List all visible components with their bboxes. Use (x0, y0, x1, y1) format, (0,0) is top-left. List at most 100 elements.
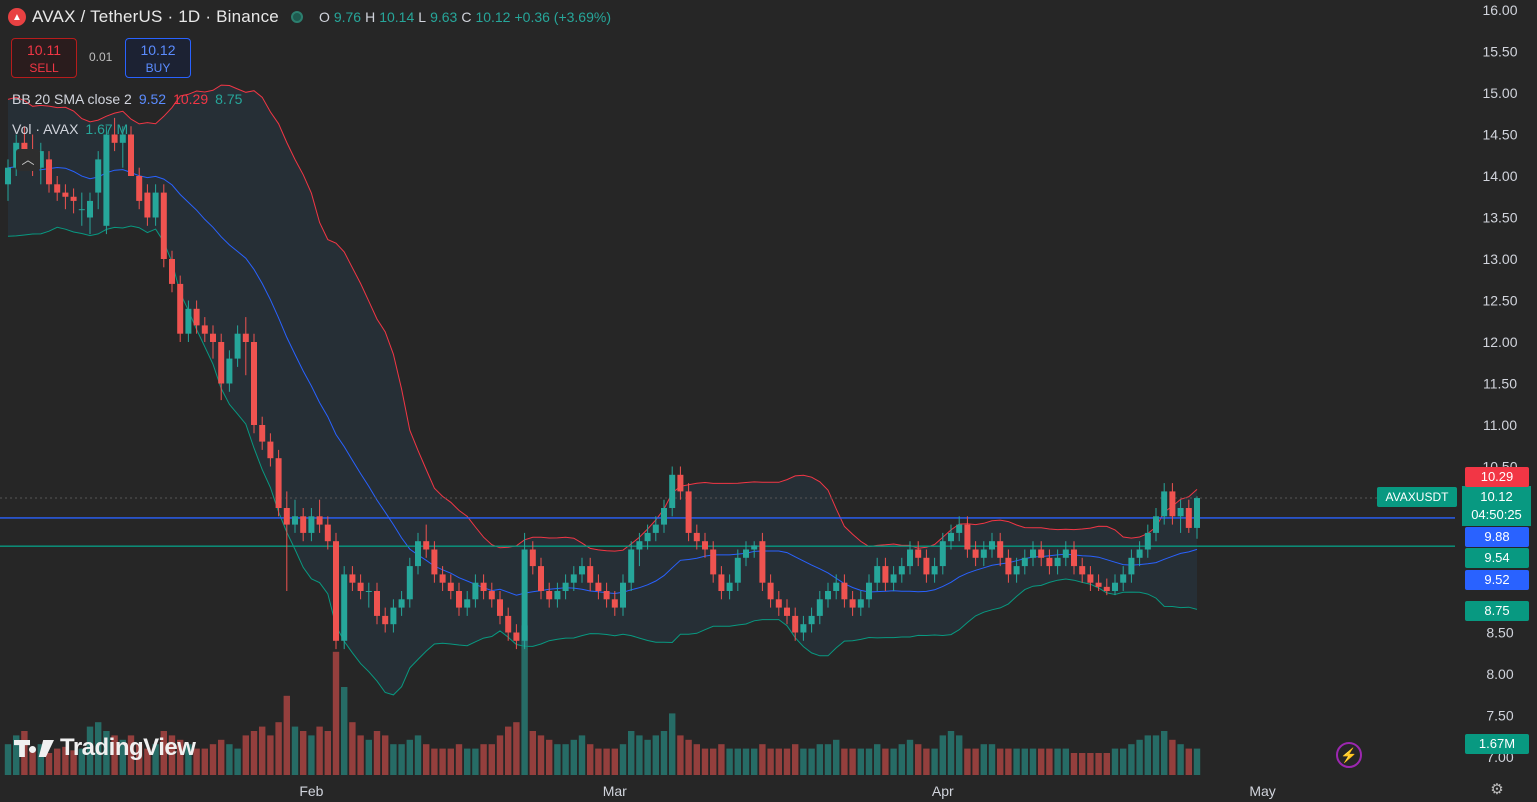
candle-body (70, 196, 77, 201)
volume-bar (710, 748, 717, 775)
volume-bar (382, 735, 389, 775)
candle-body (693, 532, 700, 542)
candle-body (866, 582, 872, 600)
y-tick-label: 11.50 (1483, 376, 1517, 392)
bollinger-legend[interactable]: BB 20 SMA close 2 9.52 10.29 8.75 (12, 91, 243, 107)
candle-body (210, 333, 216, 342)
y-tick-label: 14.50 (1482, 127, 1517, 143)
candle-body (415, 541, 421, 567)
volume-bar (226, 744, 233, 775)
lightning-icon[interactable]: ⚡ (1336, 742, 1362, 768)
candle-body (1112, 582, 1118, 591)
candle-body (587, 566, 594, 583)
candle-body (743, 549, 749, 558)
candle-body (111, 134, 118, 143)
volume-bar (1169, 739, 1176, 775)
volume-bar (726, 748, 733, 775)
volume-bar (742, 748, 750, 775)
tradingview-logo-icon (14, 737, 54, 759)
candle-body (1103, 586, 1110, 591)
candle-body (1062, 549, 1069, 558)
volume-bar (660, 731, 668, 775)
candle-body (103, 134, 110, 226)
candle-body (1136, 549, 1143, 558)
candle-body (538, 566, 544, 591)
x-tick-label: Mar (603, 783, 627, 799)
volume-legend[interactable]: Vol · AVAX 1.67 M (12, 121, 129, 137)
candle-body (661, 508, 667, 525)
candle-body (726, 582, 733, 591)
y-tick-label: 15.50 (1482, 44, 1517, 60)
candle-body (357, 582, 364, 591)
volume-bar (496, 735, 504, 775)
market-status-icon (290, 11, 303, 23)
volume-bar (964, 748, 971, 775)
candle-body (251, 342, 257, 425)
y-tick-label: 11.00 (1483, 417, 1517, 433)
candle-body (775, 599, 782, 608)
volume-bar (537, 735, 545, 775)
volume-bar (1005, 748, 1012, 775)
volume-bar (529, 731, 536, 775)
volume-bar (1095, 753, 1102, 775)
volume-bar (283, 695, 290, 775)
settings-gear-icon[interactable]: ⚙ (1490, 781, 1504, 798)
volume-bar (685, 739, 692, 775)
candle-body (669, 474, 676, 508)
candle-body (234, 333, 241, 359)
volume-bar (595, 748, 602, 775)
bollinger-lower-line (7, 225, 1198, 696)
volume-bar (447, 748, 454, 775)
volume-bar (86, 726, 94, 775)
candle-body (1046, 557, 1053, 567)
buy-button[interactable]: 10.12 BUY (125, 38, 191, 78)
volume-bar (209, 744, 217, 775)
candle-body (390, 607, 397, 625)
volume-bar (488, 744, 495, 775)
candle-body (989, 541, 995, 550)
volume-bar (365, 739, 372, 775)
candle-body (931, 566, 938, 575)
volume-bar (1079, 753, 1086, 775)
volume-bar (406, 739, 413, 775)
volume-bar (45, 753, 53, 775)
candle-body (685, 491, 692, 533)
chevron-up-icon[interactable]: ︿ (16, 149, 40, 171)
volume-bar (431, 748, 438, 775)
symbol-title[interactable]: AVAX / TetherUS · 1D · Binance (32, 7, 279, 26)
sell-button[interactable]: 10.11 SELL (11, 38, 77, 78)
candle-body (283, 508, 290, 525)
volume-bar (62, 746, 69, 775)
candle-body (1177, 508, 1184, 517)
tradingview-watermark: TradingView (14, 734, 196, 762)
candle-body (857, 599, 864, 608)
volume-bar (636, 735, 643, 775)
candle-body (923, 557, 930, 575)
candle-body (554, 591, 561, 600)
volume-bar (1144, 735, 1151, 775)
volume-bar (1193, 748, 1201, 775)
candle-body (898, 566, 905, 575)
candle-body (152, 192, 159, 218)
candle-body (1071, 549, 1077, 567)
volume-bar (997, 748, 1004, 775)
candle-body (579, 566, 585, 575)
volume-bar (603, 748, 610, 775)
volume-bar (759, 744, 766, 775)
candle-body (398, 599, 405, 608)
volume-bar (677, 735, 684, 775)
volume-bar (390, 744, 397, 775)
candle-body (193, 308, 200, 326)
y-tick-label: 7.50 (1486, 708, 1513, 724)
candle-body (201, 325, 208, 334)
candle-body (480, 582, 487, 591)
candle-body (505, 615, 512, 633)
volume-bar (874, 744, 881, 775)
candle-body (611, 599, 618, 608)
candle-body (1013, 566, 1020, 575)
volume-bar (1111, 748, 1119, 775)
volume-bar (259, 726, 266, 775)
volume-bar (841, 748, 848, 775)
volume-bar (619, 744, 627, 775)
